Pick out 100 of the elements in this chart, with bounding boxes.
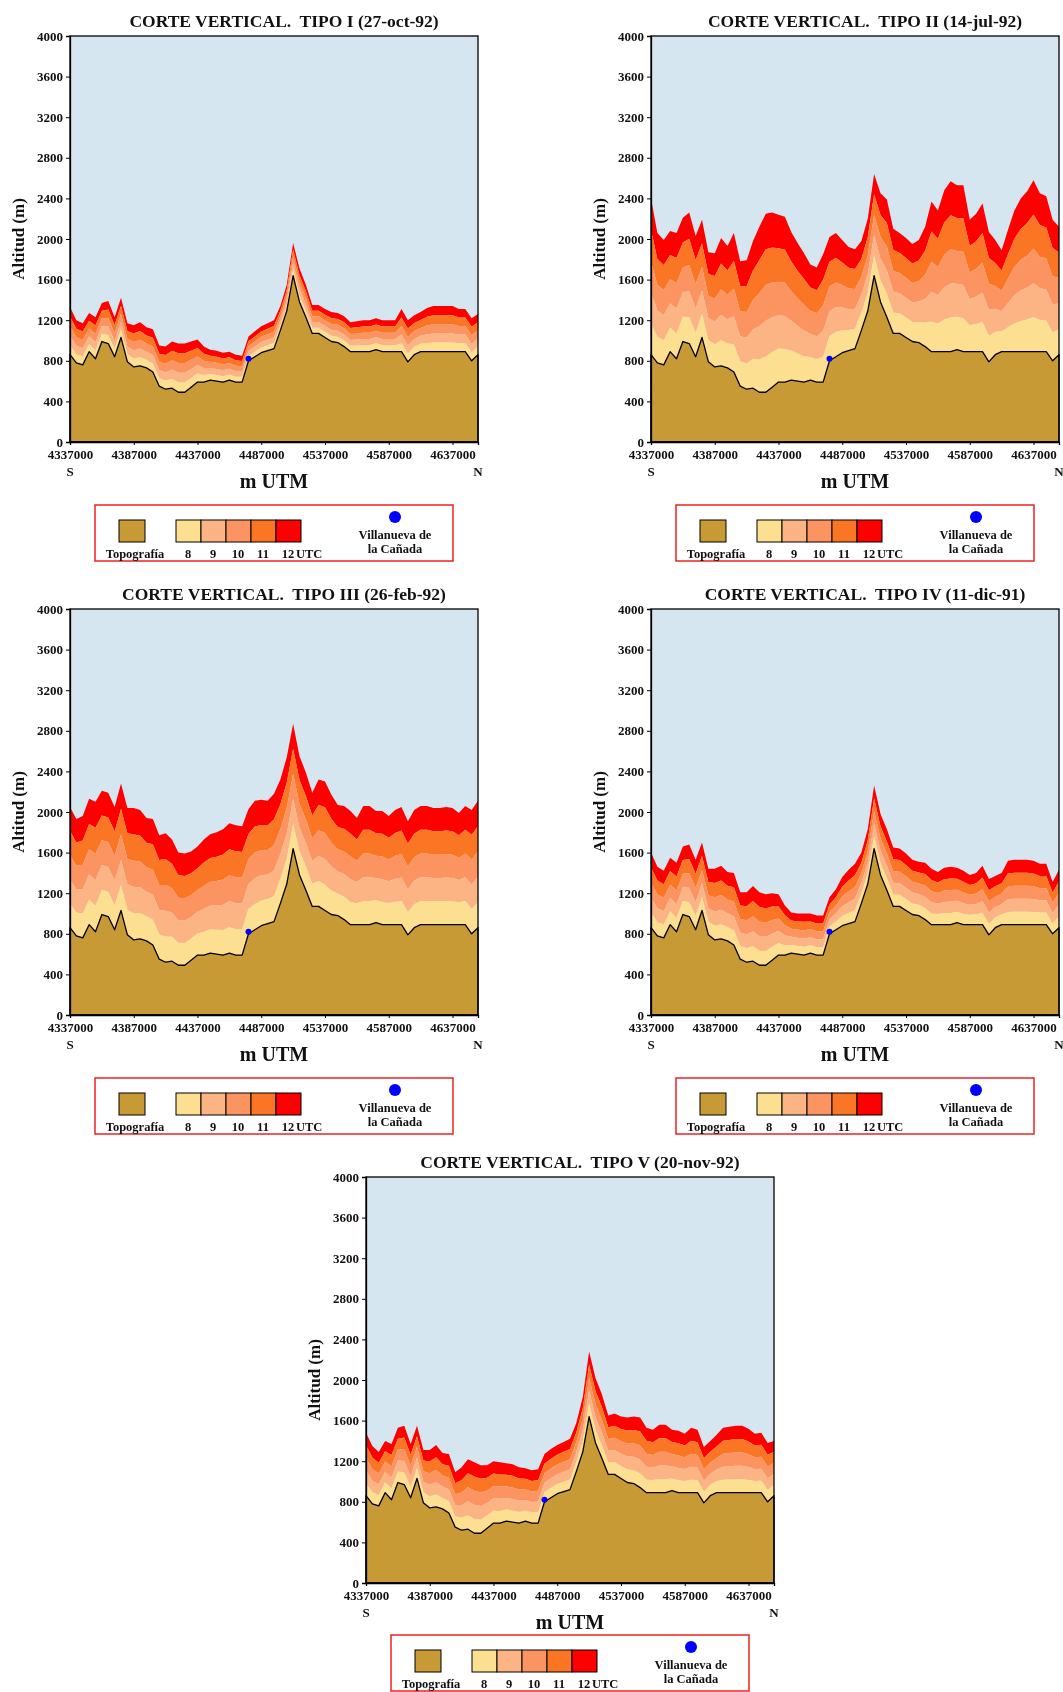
y-tick-label: 2400 xyxy=(333,1332,359,1348)
legend-label: 8 xyxy=(480,1677,488,1691)
x-tick-label: 4487000 xyxy=(535,1588,581,1604)
legend-label: 10 xyxy=(812,547,826,561)
legend-title: UTC xyxy=(592,1677,619,1691)
x-tick-label: 4387000 xyxy=(692,447,738,463)
y-tick-label: 2000 xyxy=(37,231,63,247)
chart-title: CORTE VERTICAL. TIPO III (26-feb-92) xyxy=(122,584,447,604)
x-tick-label: 4587000 xyxy=(947,1020,993,1036)
y-tick-label: 1200 xyxy=(618,312,644,328)
legend-label: Topografía xyxy=(105,547,166,561)
legend-label: Villanueva de la Cañada xyxy=(358,1101,432,1129)
y-tick-label: 2000 xyxy=(618,804,644,820)
legend-label: Villanueva de la Cañada xyxy=(939,528,1013,556)
y-tick-label: 800 xyxy=(43,353,63,369)
text: S xyxy=(66,464,74,479)
x-tick-label: 4387000 xyxy=(407,1588,453,1604)
y-tick-label: 2000 xyxy=(618,231,644,247)
legend-label: 10 xyxy=(527,1677,541,1691)
legend-label: 12 xyxy=(577,1677,591,1691)
legend-title: UTC xyxy=(877,547,904,561)
y-tick-label: 1200 xyxy=(37,312,63,328)
text: S xyxy=(647,1037,655,1052)
y-tick-label: 0 xyxy=(352,1575,359,1591)
chart-title: CORTE VERTICAL. TIPO IV (11-dic-91) xyxy=(704,584,1026,604)
x-tick-label: 4337000 xyxy=(47,447,94,463)
y-tick-label: 3600 xyxy=(333,1210,359,1226)
y-axis-title: Altitud (m) xyxy=(305,1339,324,1421)
text: S xyxy=(647,464,655,479)
text: S xyxy=(66,1037,74,1052)
legend-label: Villanueva de la Cañada xyxy=(939,1101,1013,1129)
y-tick-label: 2800 xyxy=(333,1291,359,1307)
legend-label: 8 xyxy=(184,1120,192,1134)
legend-label: 12 xyxy=(862,1120,876,1134)
y-tick-label: 2800 xyxy=(618,150,644,166)
x-tick-label: 4437000 xyxy=(756,1020,802,1036)
y-tick-label: 3200 xyxy=(37,682,63,698)
x-tick-label: 4487000 xyxy=(820,447,866,463)
y-tick-label: 1600 xyxy=(618,272,644,288)
y-tick-label: 2000 xyxy=(333,1372,359,1388)
y-tick-label: 2400 xyxy=(618,764,644,780)
chart-title: CORTE VERTICAL. TIPO II (14-jul-92) xyxy=(707,11,1023,31)
x-tick-label: 4587000 xyxy=(662,1588,708,1604)
x-tick-label: 4637000 xyxy=(1011,1020,1057,1036)
y-tick-label: 800 xyxy=(339,1494,359,1510)
y-tick-label: 400 xyxy=(624,394,644,410)
x-tick-label: 4637000 xyxy=(726,1588,772,1604)
legend-label: Topografía xyxy=(686,547,747,561)
y-tick-label: 1600 xyxy=(618,845,644,861)
x-tick-label: 4487000 xyxy=(239,1020,285,1036)
x-axis-title: m UTM xyxy=(239,470,309,492)
x-tick-label: 4487000 xyxy=(239,447,285,463)
y-tick-label: 3200 xyxy=(37,109,63,125)
x-axis-title: m UTM xyxy=(535,1611,605,1633)
x-axis-title: m UTM xyxy=(820,1043,890,1065)
legend-title: UTC xyxy=(296,547,323,561)
text: N xyxy=(769,1605,780,1620)
y-tick-label: 400 xyxy=(43,967,63,983)
y-tick-label: 4000 xyxy=(333,1169,359,1185)
y-tick-label: 2800 xyxy=(37,150,63,166)
y-tick-label: 3200 xyxy=(618,682,644,698)
legend-title: UTC xyxy=(296,1120,323,1134)
legend-label: 9 xyxy=(505,1677,513,1691)
x-tick-label: 4637000 xyxy=(1011,447,1057,463)
x-tick-label: 4537000 xyxy=(883,447,930,463)
y-tick-label: 1200 xyxy=(618,885,644,901)
y-tick-label: 400 xyxy=(624,967,644,983)
text: N xyxy=(473,1037,484,1052)
x-tick-label: 4587000 xyxy=(947,447,993,463)
legend-label: 10 xyxy=(231,547,245,561)
legend-label: 9 xyxy=(790,547,798,561)
x-tick-label: 4337000 xyxy=(628,447,675,463)
y-tick-label: 4000 xyxy=(37,601,63,617)
x-tick-label: 4537000 xyxy=(302,447,349,463)
y-axis-title: Altitud (m) xyxy=(590,198,609,280)
y-tick-label: 2400 xyxy=(37,764,63,780)
y-tick-label: 3200 xyxy=(618,109,644,125)
y-tick-label: 1600 xyxy=(333,1413,359,1429)
chart-title: CORTE VERTICAL. TIPO V (20-nov-92) xyxy=(420,1152,740,1172)
y-tick-label: 0 xyxy=(56,1007,63,1023)
y-tick-label: 1600 xyxy=(37,845,63,861)
x-tick-label: 4587000 xyxy=(366,447,412,463)
legend-label: 11 xyxy=(257,547,269,561)
y-tick-label: 2400 xyxy=(618,191,644,207)
x-tick-label: 4437000 xyxy=(756,447,802,463)
legend-label: 8 xyxy=(765,547,773,561)
legend-label: 11 xyxy=(838,547,850,561)
legend-label: Villanueva de la Cañada xyxy=(654,1658,728,1686)
text: N xyxy=(1054,1037,1063,1052)
y-tick-label: 3600 xyxy=(37,642,63,658)
legend-label: 10 xyxy=(812,1120,826,1134)
y-tick-label: 2400 xyxy=(37,191,63,207)
y-tick-label: 0 xyxy=(56,434,63,450)
x-tick-label: 4487000 xyxy=(820,1020,866,1036)
text: S xyxy=(362,1605,370,1620)
x-tick-label: 4587000 xyxy=(366,1020,412,1036)
y-tick-label: 1200 xyxy=(37,885,63,901)
legend-label: 11 xyxy=(257,1120,269,1134)
chart-title: CORTE VERTICAL. TIPO I (27-oct-92) xyxy=(129,11,439,31)
y-axis-title: Altitud (m) xyxy=(9,198,28,280)
